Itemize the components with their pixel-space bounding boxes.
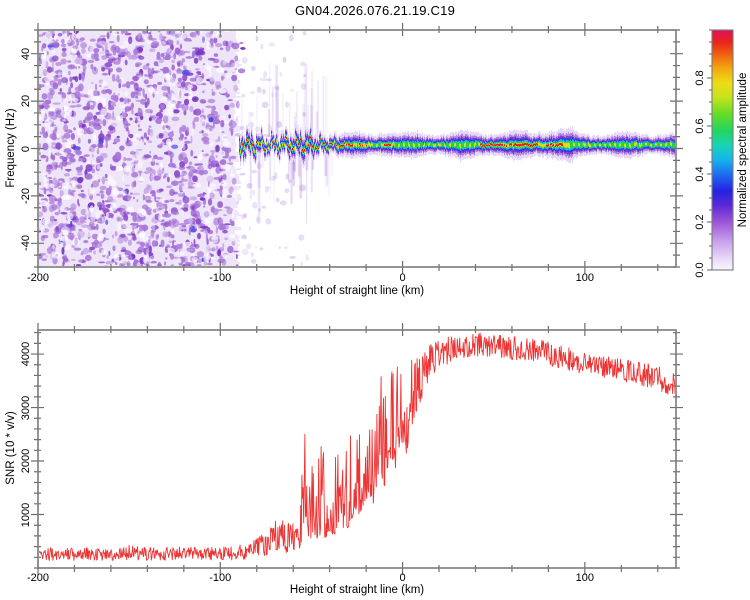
- snr-y-tick-label: 1000: [20, 502, 32, 527]
- spectrogram-y-tick-label: -20: [20, 187, 32, 204]
- spectrogram-x-tick-label: 100: [575, 272, 595, 284]
- snr-y-tick-label: 3000: [20, 395, 32, 420]
- spectrogram-y-tick-label: 40: [20, 47, 32, 60]
- figure-title: GN04.2026.076.21.19.C19: [295, 3, 455, 18]
- spectrogram-x-tick-label: 0: [399, 272, 406, 284]
- snr-x-tick-label: 100: [575, 572, 595, 584]
- spectrogram-y-tick-label: 0: [20, 145, 32, 152]
- spectrogram-y-tick-label: -40: [20, 235, 32, 252]
- snr-y-tick-label: 2000: [20, 448, 32, 474]
- snr-x-tick-label: -200: [26, 572, 50, 584]
- colorbar-tick-label: 0.6: [694, 118, 706, 134]
- snr-x-axis-label: Height of straight line (km): [289, 584, 425, 596]
- snr-y-tick-label: 4000: [20, 341, 32, 367]
- spectrogram-x-tick-label: -200: [26, 272, 50, 284]
- snr-x-tick-label: -100: [209, 572, 232, 584]
- spectrogram-y-axis-label: Frequency (Hz): [5, 108, 17, 188]
- colorbar-label: Normalized spectral amplitude: [737, 72, 749, 228]
- snr-x-tick-label: 0: [399, 572, 406, 584]
- colorbar-tick-label: 0.8: [694, 70, 706, 86]
- snr-y-axis-label: SNR (10 * v/v): [5, 411, 17, 485]
- spectrogram-x-tick-label: -100: [209, 272, 232, 284]
- spectrogram-x-axis-label: Height of straight line (km): [289, 285, 425, 297]
- colorbar-tick-label: 0.2: [694, 214, 706, 230]
- colorbar-tick-label: 0.4: [694, 166, 706, 182]
- colorbar-tick-label: 0.0: [694, 262, 706, 278]
- spectrogram-y-tick-label: 20: [20, 94, 32, 108]
